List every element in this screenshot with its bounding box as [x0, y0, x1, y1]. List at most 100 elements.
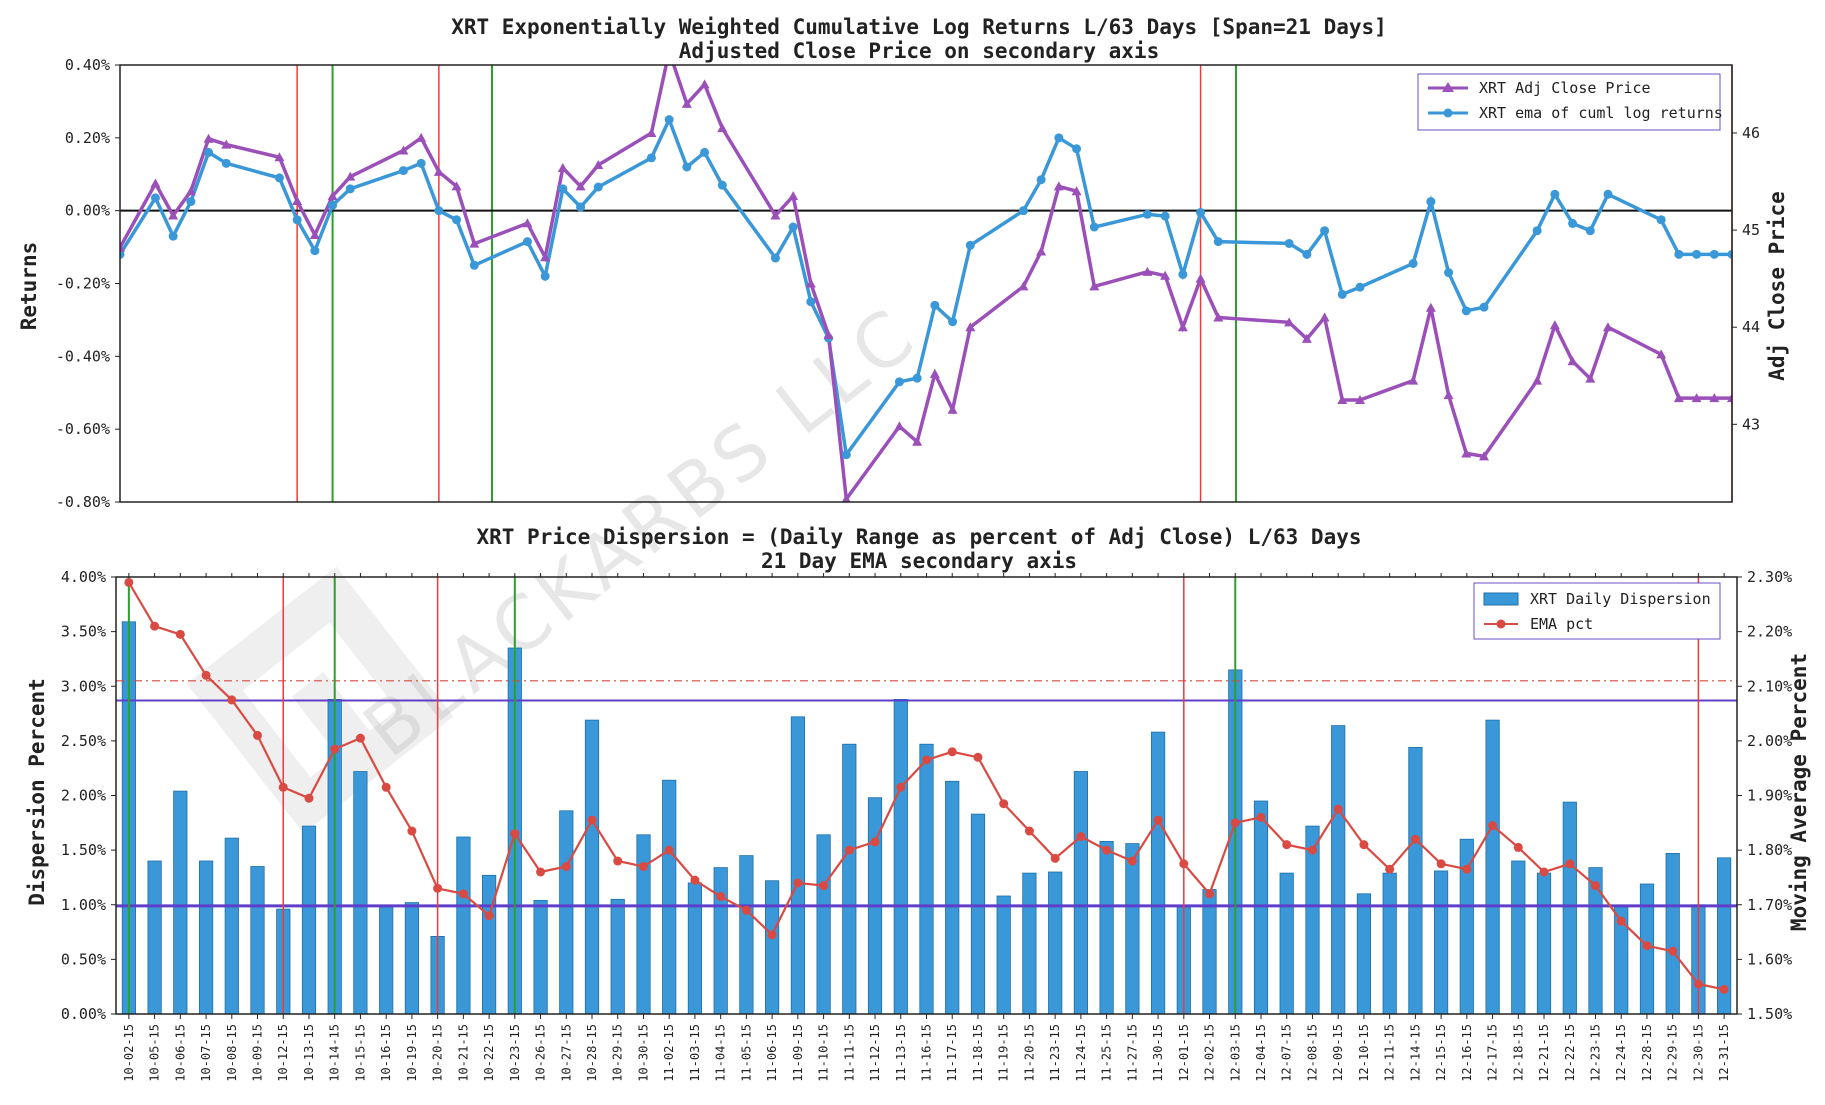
price-point [1018, 281, 1029, 291]
top-y-tick-label: 0.40% [65, 56, 110, 74]
bottom-y-tick-label: 3.50% [61, 623, 106, 641]
ema-point [1539, 867, 1549, 877]
returns-point [168, 231, 178, 241]
dispersion-bar [1356, 893, 1371, 1015]
dispersion-bar [481, 874, 497, 1015]
returns-point [1408, 258, 1418, 268]
returns-point [1585, 226, 1595, 236]
x-tick-label: 10-13-15 [302, 1024, 316, 1082]
top-chart-subtitle: Adjusted Close Price on secondary axis [679, 39, 1159, 63]
dispersion-bar [301, 825, 317, 1015]
returns-point [398, 166, 408, 176]
x-tick-label: 10-12-15 [276, 1024, 290, 1082]
x-tick-label: 10-05-15 [148, 1024, 162, 1082]
dispersion-bar [996, 895, 1011, 1015]
returns-point [120, 249, 125, 259]
returns-point [558, 184, 568, 194]
price-point [681, 98, 692, 108]
dispersion-bar [224, 837, 239, 1015]
dispersion-bar [533, 900, 548, 1015]
returns-point [646, 153, 656, 163]
x-tick-label: 11-10-15 [817, 1024, 831, 1082]
dispersion-bar [584, 719, 600, 1015]
returns-point [930, 300, 940, 310]
price-point [1656, 349, 1667, 359]
x-tick-label: 11-23-15 [1048, 1024, 1062, 1082]
dispersion-bar [1408, 747, 1423, 1015]
bottom-plot-area: 0.00% 0.50% 1.00% 1.50% 2.00% 2.50% 3.00% 3.50%… [61, 568, 1792, 1082]
returns-point [1674, 249, 1684, 259]
top-y-tick-label: 0.20% [65, 129, 110, 147]
price-point [1585, 373, 1596, 383]
returns-point [1568, 218, 1578, 228]
ema-point [175, 629, 185, 639]
x-tick-label: 12-02-15 [1203, 1024, 1217, 1082]
price-point [469, 238, 480, 248]
ema-point [1230, 818, 1240, 828]
price-point [646, 127, 657, 137]
dispersion-bar [1511, 860, 1526, 1015]
price-point [894, 421, 905, 431]
legend-ema-label: EMA pct [1530, 615, 1593, 633]
dispersion-bar [687, 882, 703, 1015]
x-tick-label: 12-17-15 [1486, 1024, 1500, 1082]
ema-point [819, 881, 829, 891]
bottom-chart-title: XRT Price Dispersion = (Daily Range as p… [476, 525, 1361, 549]
returns-point [894, 377, 904, 387]
dispersion-bar [1536, 872, 1552, 1015]
ema-point [1488, 821, 1498, 831]
top-plot-frame [119, 64, 1733, 503]
x-tick-label: 11-30-15 [1151, 1024, 1165, 1082]
dispersion-bar [739, 855, 754, 1015]
price-point [805, 278, 816, 288]
ema-point [407, 826, 417, 836]
x-tick-label: 10-30-15 [636, 1024, 650, 1082]
bottom-y2-tick-label: 1.80% [1747, 841, 1792, 859]
returns-point [664, 115, 674, 125]
returns-point [1692, 249, 1702, 259]
price-point [1337, 395, 1348, 405]
legend-price-label: XRT Adj Close Price [1479, 79, 1651, 97]
returns-point [1656, 215, 1666, 225]
price-point [929, 368, 940, 378]
ema-point [1256, 812, 1266, 822]
bottom-y2-tick-label: 2.00% [1747, 732, 1792, 750]
dispersion-bar [1202, 889, 1217, 1015]
price-point [1425, 302, 1436, 312]
bottom-y2-tick-label: 1.60% [1747, 950, 1792, 968]
dispersion-bar [893, 699, 908, 1015]
returns-point [1727, 249, 1732, 259]
returns-point [1284, 238, 1294, 248]
x-tick-label: 12-28-15 [1640, 1024, 1654, 1082]
x-tick-label: 12-11-15 [1383, 1024, 1397, 1082]
x-tick-label: 10-06-15 [173, 1024, 187, 1082]
top-y-tick-label: -0.80% [56, 493, 110, 511]
price-point [1709, 393, 1720, 403]
bottom-y2-tick-label: 2.20% [1747, 623, 1792, 641]
x-tick-label: 10-16-15 [379, 1024, 393, 1082]
bottom-y-tick-label: 1.50% [61, 841, 106, 859]
returns-point [1603, 189, 1613, 199]
price-point [345, 171, 356, 181]
price-point [1089, 281, 1100, 291]
dispersion-bar [765, 880, 780, 1015]
returns-point [469, 260, 479, 270]
ema-point [587, 815, 597, 825]
x-tick-label: 12-14-15 [1408, 1024, 1422, 1082]
bottom-y-tick-label: 4.00% [61, 568, 106, 586]
x-tick-label: 11-17-15 [945, 1024, 959, 1082]
ema-point [1642, 941, 1652, 951]
price-point [770, 210, 781, 220]
x-tick-label: 12-15-15 [1434, 1024, 1448, 1082]
returns-point [452, 215, 462, 225]
ema-point [613, 856, 623, 866]
returns-point [292, 215, 302, 225]
dispersion-bar [1434, 870, 1449, 1015]
dispersion-bar [1022, 872, 1037, 1015]
price-point [1053, 181, 1064, 191]
price-point [433, 166, 444, 176]
ema-point [741, 905, 751, 915]
x-tick-label: 10-02-15 [122, 1024, 136, 1082]
price-point [1673, 393, 1684, 403]
ema-point [253, 730, 263, 740]
